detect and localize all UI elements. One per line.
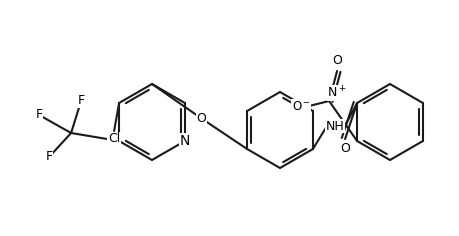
Text: O$^-$: O$^-$ — [291, 100, 310, 113]
Text: Cl: Cl — [108, 132, 120, 146]
Text: F: F — [35, 109, 43, 122]
Text: N$^+$: N$^+$ — [327, 85, 346, 101]
Text: F: F — [78, 94, 84, 108]
Text: O: O — [331, 55, 341, 67]
Text: NH: NH — [325, 119, 344, 132]
Text: N: N — [179, 134, 190, 148]
Text: O: O — [196, 112, 206, 125]
Text: F: F — [45, 151, 52, 164]
Text: O: O — [339, 143, 349, 156]
